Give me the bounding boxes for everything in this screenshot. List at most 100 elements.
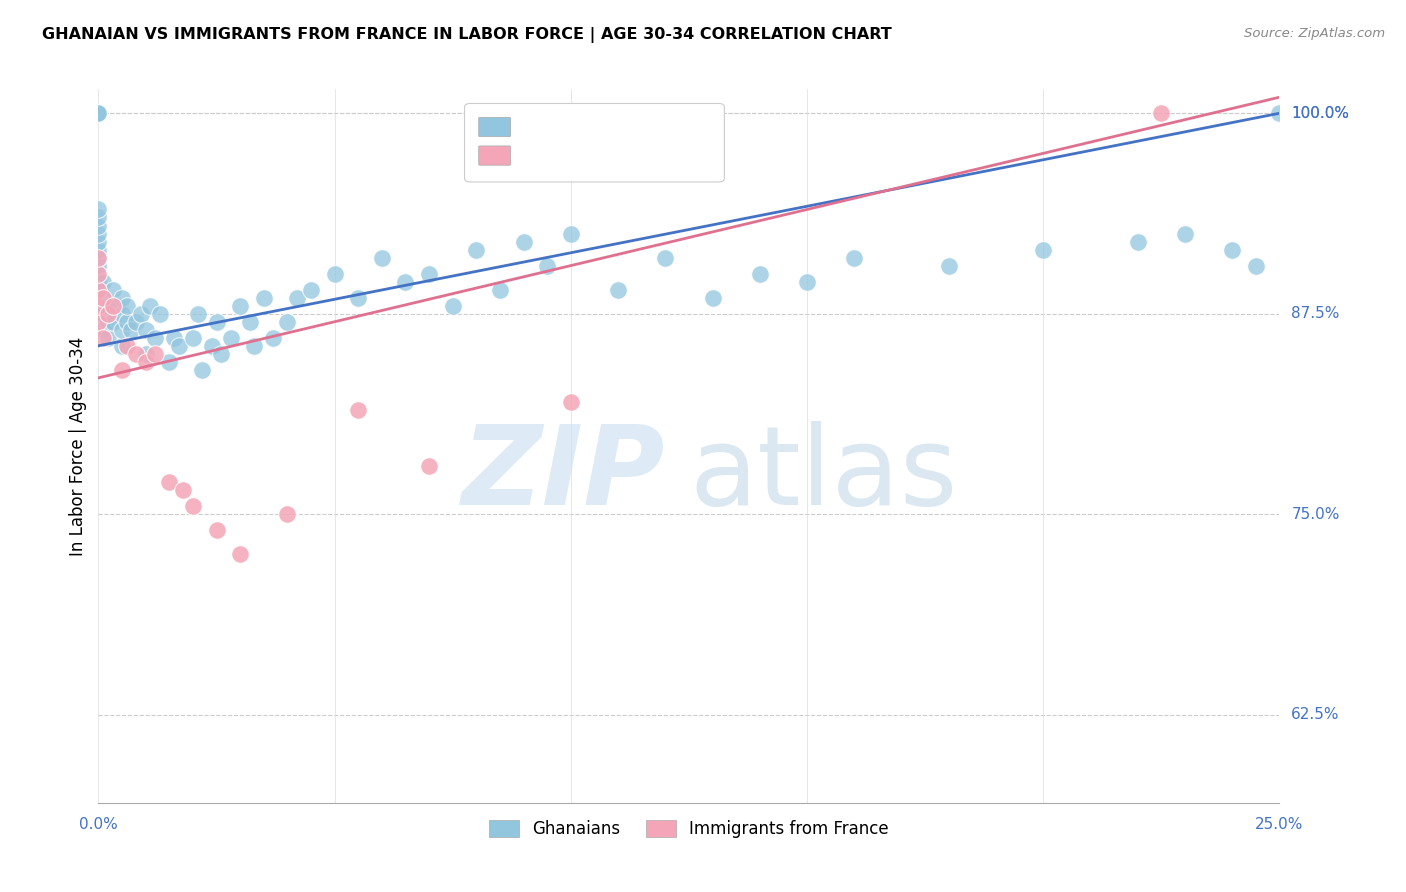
- Point: [371, 251, 394, 265]
- Point: [101, 283, 124, 297]
- Point: [167, 339, 190, 353]
- Point: [1268, 106, 1291, 120]
- Text: 0.0%: 0.0%: [79, 817, 118, 832]
- Point: [97, 299, 120, 313]
- Text: 100.0%: 100.0%: [1291, 106, 1350, 120]
- Point: [87, 267, 110, 281]
- Point: [938, 259, 960, 273]
- Point: [87, 283, 110, 297]
- Point: [135, 355, 157, 369]
- Point: [347, 403, 370, 417]
- Point: [1174, 227, 1197, 241]
- Point: [87, 106, 110, 120]
- Point: [1220, 243, 1243, 257]
- Point: [115, 299, 138, 313]
- Point: [276, 315, 298, 329]
- Point: [149, 307, 172, 321]
- Point: [97, 331, 120, 345]
- Text: 100.0%: 100.0%: [1291, 106, 1350, 120]
- Point: [243, 339, 266, 353]
- Point: [418, 458, 440, 473]
- Point: [796, 275, 818, 289]
- Text: 75.0%: 75.0%: [1291, 507, 1340, 522]
- Point: [115, 339, 138, 353]
- Point: [101, 315, 124, 329]
- Point: [111, 291, 134, 305]
- Y-axis label: In Labor Force | Age 30-34: In Labor Force | Age 30-34: [69, 336, 87, 556]
- Point: [323, 267, 346, 281]
- FancyBboxPatch shape: [478, 118, 510, 136]
- Point: [299, 283, 322, 297]
- Point: [97, 315, 120, 329]
- Point: [87, 259, 110, 273]
- Point: [201, 339, 224, 353]
- Point: [87, 106, 110, 120]
- Point: [105, 299, 128, 313]
- Point: [262, 331, 284, 345]
- Point: [181, 331, 204, 345]
- Text: 25.0%: 25.0%: [1256, 817, 1303, 832]
- Point: [844, 251, 866, 265]
- Point: [111, 363, 134, 377]
- Point: [87, 211, 110, 225]
- Point: [157, 475, 180, 489]
- Point: [229, 547, 252, 561]
- Point: [87, 283, 110, 297]
- Text: 83: 83: [644, 118, 668, 136]
- Point: [536, 259, 558, 273]
- Point: [121, 323, 143, 337]
- Point: [276, 507, 298, 521]
- Point: [654, 251, 676, 265]
- Point: [229, 299, 252, 313]
- Point: [219, 331, 242, 345]
- Text: Source: ZipAtlas.com: Source: ZipAtlas.com: [1244, 27, 1385, 40]
- Point: [87, 235, 110, 249]
- Text: N =: N =: [600, 118, 648, 136]
- Point: [512, 235, 534, 249]
- Point: [418, 267, 440, 281]
- Point: [91, 307, 114, 321]
- Point: [87, 267, 110, 281]
- Point: [1150, 106, 1173, 120]
- Point: [560, 395, 582, 409]
- Point: [87, 251, 110, 265]
- Point: [91, 291, 114, 305]
- Point: [560, 227, 582, 241]
- Point: [87, 307, 110, 321]
- Point: [205, 315, 228, 329]
- Point: [87, 243, 110, 257]
- Point: [239, 315, 262, 329]
- Point: [181, 499, 204, 513]
- Point: [125, 347, 148, 361]
- Point: [441, 299, 464, 313]
- Point: [489, 283, 512, 297]
- Point: [1126, 235, 1149, 249]
- Point: [91, 291, 114, 305]
- Point: [163, 331, 186, 345]
- Text: 0.490: 0.490: [553, 146, 606, 164]
- Text: 24: 24: [644, 146, 668, 164]
- Text: 62.5%: 62.5%: [1291, 707, 1340, 723]
- Point: [1244, 259, 1267, 273]
- Point: [101, 299, 124, 313]
- Point: [253, 291, 276, 305]
- Text: ZIP: ZIP: [461, 421, 665, 528]
- Point: [172, 483, 194, 497]
- Point: [125, 315, 148, 329]
- Point: [143, 347, 166, 361]
- Text: R =: R =: [520, 118, 555, 136]
- Point: [135, 323, 157, 337]
- Text: 0.348: 0.348: [553, 118, 606, 136]
- Point: [347, 291, 370, 305]
- Point: [465, 243, 488, 257]
- Point: [394, 275, 416, 289]
- Point: [129, 307, 152, 321]
- Point: [157, 355, 180, 369]
- Point: [209, 347, 232, 361]
- Legend: Ghanaians, Immigrants from France: Ghanaians, Immigrants from France: [482, 813, 896, 845]
- Point: [91, 331, 114, 345]
- Point: [143, 331, 166, 345]
- Point: [87, 299, 110, 313]
- Point: [111, 323, 134, 337]
- FancyBboxPatch shape: [478, 146, 510, 165]
